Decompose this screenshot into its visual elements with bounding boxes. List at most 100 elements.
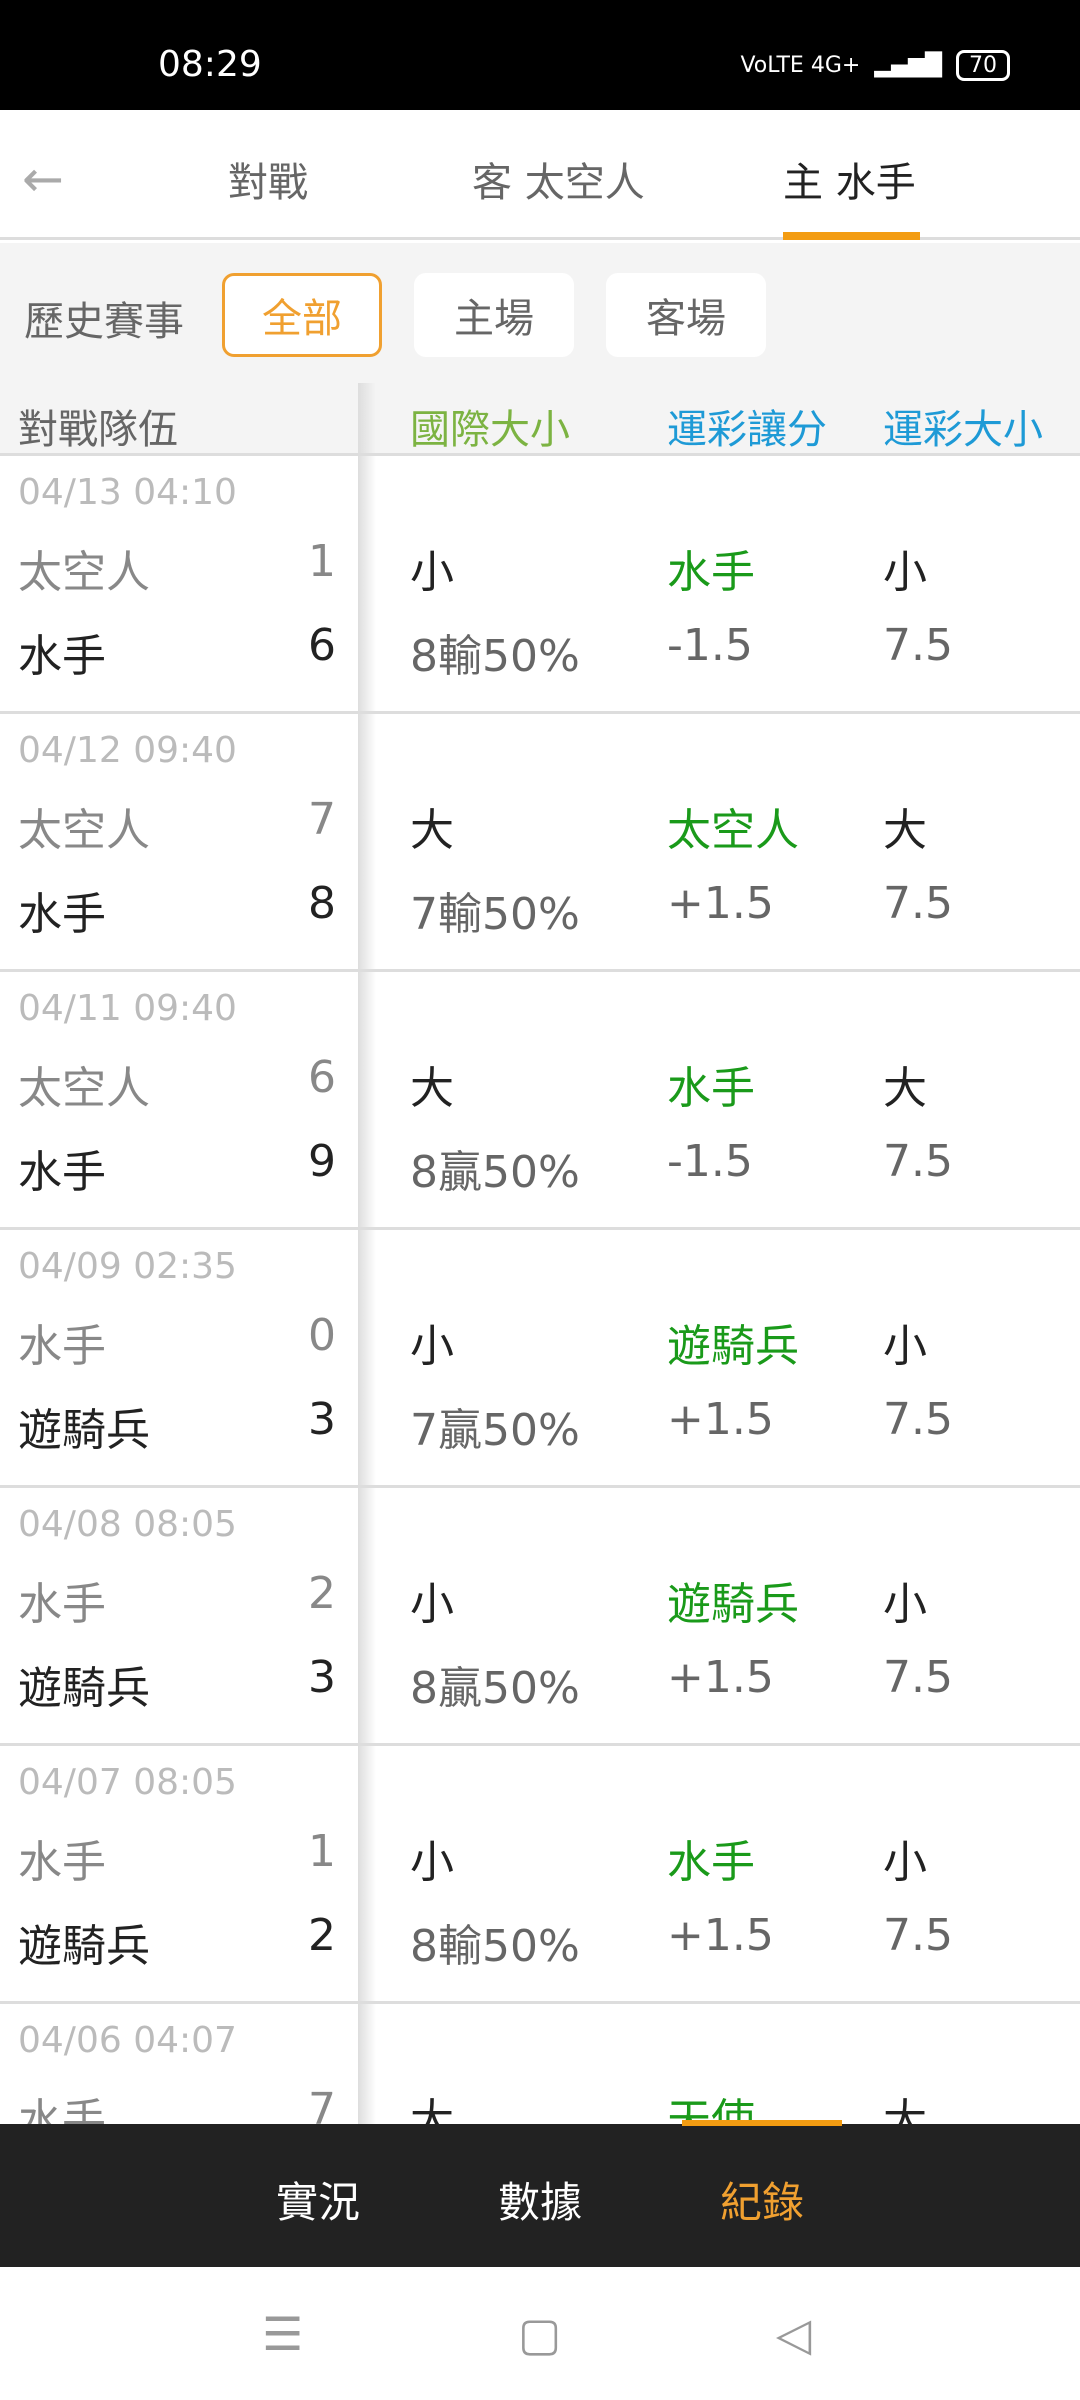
match-date: 04/08 08:05 bbox=[18, 1504, 237, 1545]
bottom-tab-stats[interactable]: 數據 bbox=[498, 2178, 583, 2227]
home-icon[interactable]: ▢ bbox=[518, 2307, 562, 2361]
intl-ou: 小 bbox=[410, 1321, 454, 1372]
bottom-tab-live[interactable]: 實況 bbox=[276, 2178, 361, 2227]
filter-away-button[interactable]: 客場 bbox=[606, 273, 766, 357]
away-team: 水手 bbox=[18, 1579, 106, 1630]
home-team: 水手 bbox=[18, 889, 106, 940]
home-score: 8 bbox=[308, 878, 336, 929]
filter-home-button[interactable]: 主場 bbox=[414, 273, 574, 357]
status-bar: 08:29 VoLTE 4G+ ▂▄▆█ 70 bbox=[0, 0, 1080, 110]
away-score: 1 bbox=[308, 536, 336, 587]
bottom-tab-indicator bbox=[682, 2120, 842, 2126]
col-intl-ou: 國際大小 bbox=[410, 407, 570, 453]
spread-team: 水手 bbox=[667, 1837, 755, 1888]
tab-home-team[interactable]: 主 水手 bbox=[783, 160, 916, 206]
bottom-tab-bar: 實況 數據 紀錄 bbox=[0, 2120, 1080, 2267]
signal-icon: ▂▄▆█ bbox=[874, 53, 942, 78]
spread-value: +1.5 bbox=[667, 1394, 774, 1445]
table-row[interactable]: 04/12 09:40 太空人 7 水手 8 大 7輸50% 太空人 +1.5 … bbox=[0, 714, 1080, 972]
sport-ou: 大 bbox=[883, 1063, 927, 1114]
status-time: 08:29 bbox=[158, 44, 262, 85]
bottom-tab-records[interactable]: 紀錄 bbox=[720, 2178, 805, 2227]
match-date: 04/13 04:10 bbox=[18, 472, 237, 513]
col-sport-spread: 運彩讓分 bbox=[667, 407, 827, 453]
home-team: 水手 bbox=[18, 1147, 106, 1198]
column-header: 對戰隊伍 國際大小 運彩讓分 運彩大小 bbox=[0, 383, 1080, 456]
col-sport-ou: 運彩大小 bbox=[883, 407, 1043, 453]
system-nav-bar: ☰ ▢ ◁ bbox=[0, 2267, 1080, 2400]
filter-all-button[interactable]: 全部 bbox=[222, 273, 382, 357]
sport-ou: 小 bbox=[883, 1321, 927, 1372]
away-team: 太空人 bbox=[18, 1063, 150, 1114]
match-date: 04/09 02:35 bbox=[18, 1246, 237, 1287]
sport-ou-line: 7.5 bbox=[883, 620, 953, 671]
sport-ou: 小 bbox=[883, 547, 927, 598]
sport-ou: 大 bbox=[883, 805, 927, 856]
home-score: 3 bbox=[308, 1394, 336, 1445]
home-score: 2 bbox=[308, 1910, 336, 1961]
match-date: 04/11 09:40 bbox=[18, 988, 237, 1029]
home-team: 水手 bbox=[18, 631, 106, 682]
sport-ou-line: 7.5 bbox=[883, 1394, 953, 1445]
column-divider-shadow bbox=[358, 383, 376, 2124]
back-icon[interactable]: ◁ bbox=[776, 2307, 812, 2361]
sport-ou-line: 7.5 bbox=[883, 878, 953, 929]
tab-matchup[interactable]: 對戰 bbox=[228, 160, 308, 206]
away-score: 0 bbox=[308, 1310, 336, 1361]
away-score: 6 bbox=[308, 1052, 336, 1103]
table-row[interactable]: 04/07 08:05 水手 1 遊騎兵 2 小 8輸50% 水手 +1.5 小… bbox=[0, 1746, 1080, 2004]
away-team: 水手 bbox=[18, 1837, 106, 1888]
intl-result: 8輸50% bbox=[410, 631, 580, 682]
filter-label: 歷史賽事 bbox=[24, 299, 184, 345]
menu-icon[interactable]: ☰ bbox=[262, 2307, 304, 2361]
sport-ou-line: 7.5 bbox=[883, 1136, 953, 1187]
intl-result: 8輸50% bbox=[410, 1921, 580, 1972]
intl-ou: 大 bbox=[410, 2095, 454, 2124]
table-row[interactable]: 04/06 04:07 水手 7 大 天使 大 bbox=[0, 2004, 1080, 2124]
home-team: 遊騎兵 bbox=[18, 1405, 150, 1456]
spread-value: +1.5 bbox=[667, 1910, 774, 1961]
match-date: 04/12 09:40 bbox=[18, 730, 237, 771]
home-score: 9 bbox=[308, 1136, 336, 1187]
table-row[interactable]: 04/11 09:40 太空人 6 水手 9 大 8贏50% 水手 -1.5 大… bbox=[0, 972, 1080, 1230]
intl-result: 8贏50% bbox=[410, 1147, 580, 1198]
tab-away-team[interactable]: 客 太空人 bbox=[472, 160, 645, 206]
away-team: 水手 bbox=[18, 2095, 106, 2124]
spread-value: +1.5 bbox=[667, 1652, 774, 1703]
away-score: 1 bbox=[308, 1826, 336, 1877]
home-score: 6 bbox=[308, 620, 336, 671]
back-arrow-icon[interactable]: ← bbox=[22, 150, 64, 208]
intl-result: 8贏50% bbox=[410, 1663, 580, 1714]
sport-ou: 小 bbox=[883, 1579, 927, 1630]
spread-team: 遊騎兵 bbox=[667, 1579, 799, 1630]
table-row[interactable]: 04/13 04:10 太空人 1 水手 6 小 8輸50% 水手 -1.5 小… bbox=[0, 456, 1080, 714]
match-list[interactable]: 04/13 04:10 太空人 1 水手 6 小 8輸50% 水手 -1.5 小… bbox=[0, 456, 1080, 2124]
table-row[interactable]: 04/08 08:05 水手 2 遊騎兵 3 小 8贏50% 遊騎兵 +1.5 … bbox=[0, 1488, 1080, 1746]
match-date: 04/07 08:05 bbox=[18, 1762, 237, 1803]
sport-ou-line: 7.5 bbox=[883, 1652, 953, 1703]
sport-ou: 小 bbox=[883, 1837, 927, 1888]
spread-team: 水手 bbox=[667, 547, 755, 598]
spread-value: +1.5 bbox=[667, 878, 774, 929]
active-tab-indicator bbox=[783, 232, 920, 240]
battery-icon: 70 bbox=[956, 50, 1010, 81]
intl-ou: 小 bbox=[410, 1579, 454, 1630]
header: ← 對戰 客 太空人 主 水手 bbox=[0, 110, 1080, 240]
away-team: 水手 bbox=[18, 1321, 106, 1372]
spread-value: -1.5 bbox=[667, 1136, 753, 1187]
away-score: 7 bbox=[308, 794, 336, 845]
intl-result: 7贏50% bbox=[410, 1405, 580, 1456]
match-date: 04/06 04:07 bbox=[18, 2020, 237, 2061]
spread-team: 水手 bbox=[667, 1063, 755, 1114]
intl-ou: 小 bbox=[410, 547, 454, 598]
table-row[interactable]: 04/09 02:35 水手 0 遊騎兵 3 小 7贏50% 遊騎兵 +1.5 … bbox=[0, 1230, 1080, 1488]
spread-team: 太空人 bbox=[667, 805, 799, 856]
spread-team: 天使 bbox=[667, 2095, 755, 2124]
away-team: 太空人 bbox=[18, 547, 150, 598]
intl-ou: 大 bbox=[410, 1063, 454, 1114]
home-team: 遊騎兵 bbox=[18, 1921, 150, 1972]
filter-bar: 歷史賽事 全部 主場 客場 bbox=[0, 243, 1080, 383]
spread-team: 遊騎兵 bbox=[667, 1321, 799, 1372]
network-icon: VoLTE 4G+ bbox=[740, 53, 861, 78]
home-score: 3 bbox=[308, 1652, 336, 1703]
